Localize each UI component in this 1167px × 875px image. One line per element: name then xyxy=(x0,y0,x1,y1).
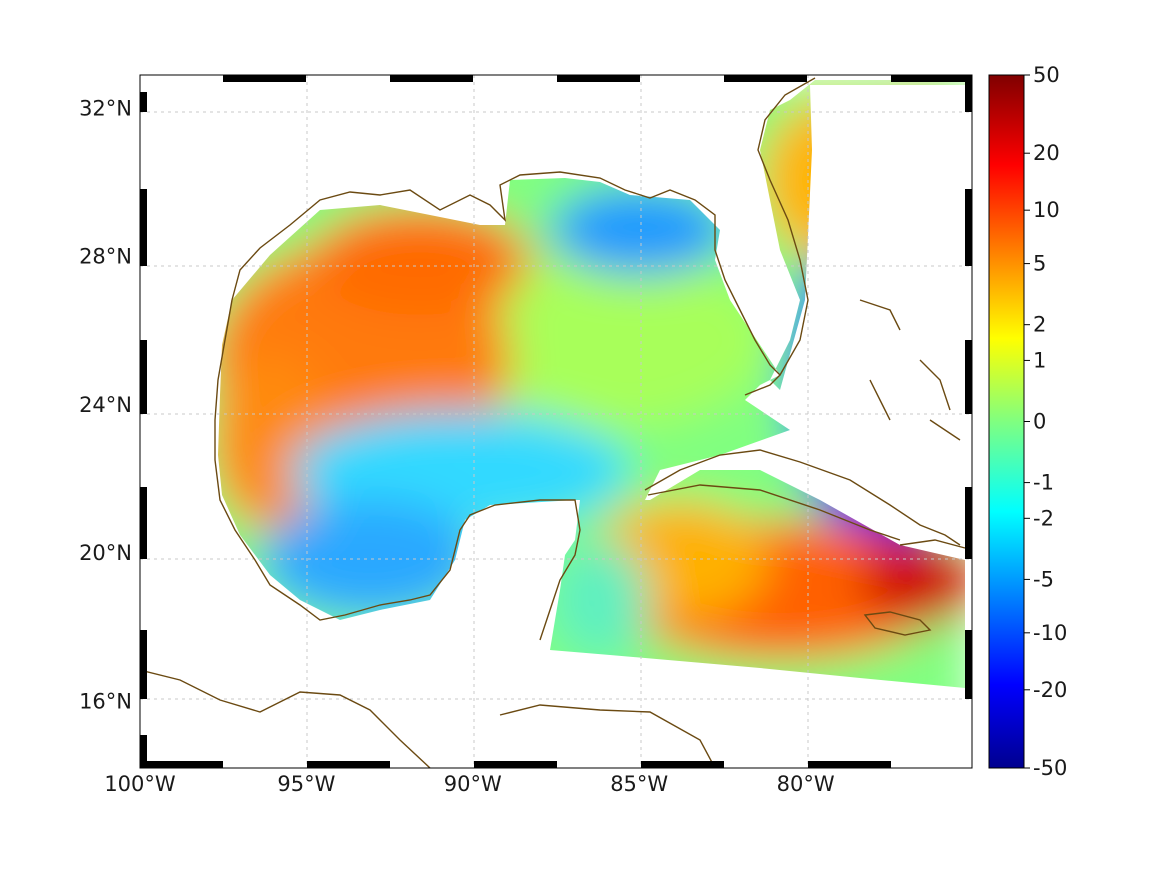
colorbar-tick-label: -2 xyxy=(1033,506,1054,530)
colorbar-tick-label: 1 xyxy=(1033,348,1046,372)
lat-tick-label: 32°N xyxy=(79,96,132,120)
lon-tick-label: 95°W xyxy=(277,772,335,796)
colorbar-tick-label: 50 xyxy=(1033,63,1060,87)
colorbar-tick-label: 20 xyxy=(1033,141,1060,165)
lat-tick-label: 28°N xyxy=(79,245,132,269)
lat-tick-label: 16°N xyxy=(79,689,132,713)
lon-tick-label: 80°W xyxy=(777,772,835,796)
lat-tick-label: 20°N xyxy=(79,541,132,565)
colorbar-tick-label: -10 xyxy=(1033,621,1067,645)
colorbar-tick-label: -20 xyxy=(1033,678,1067,702)
coastline-central-america xyxy=(140,670,430,768)
longitude-tick-labels: 100°W 95°W 90°W 85°W 80°W xyxy=(104,772,835,796)
colorbar-tick-label: -5 xyxy=(1033,567,1054,591)
frame-right xyxy=(965,75,972,699)
frame-bottom xyxy=(140,761,891,768)
colorbar-tick-label: -1 xyxy=(1033,471,1054,495)
colorbar-tick-label: -50 xyxy=(1033,756,1067,780)
colorbar-tick-label: 2 xyxy=(1033,313,1046,337)
colorbar-tick-label: 10 xyxy=(1033,198,1060,222)
colorbar-tick-label: 0 xyxy=(1033,410,1046,434)
frame-left xyxy=(140,92,147,768)
colorbar-tick-label: 5 xyxy=(1033,252,1046,276)
lon-tick-label: 85°W xyxy=(610,772,668,796)
colorbar xyxy=(989,75,1024,768)
coastline-honduras xyxy=(500,705,715,768)
coastline-bahamas xyxy=(860,300,960,440)
heatmap-field xyxy=(140,75,980,768)
latitude-tick-labels: 32°N 28°N 24°N 20°N 16°N xyxy=(79,96,132,713)
lon-tick-label: 100°W xyxy=(104,772,176,796)
lat-tick-label: 24°N xyxy=(79,393,132,417)
lon-tick-label: 90°W xyxy=(444,772,502,796)
